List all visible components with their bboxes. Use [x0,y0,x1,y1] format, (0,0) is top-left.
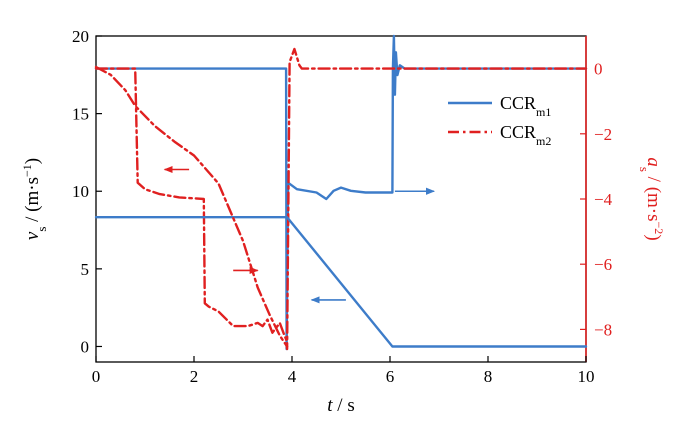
x-tick-label-10: 10 [578,367,595,386]
x-tick-label-0: 0 [92,367,101,386]
right-y-tick-label-4: −8 [594,320,612,339]
legend: CCRm1 CCRm2 [448,93,551,148]
right-y-tick-label-0: 0 [594,60,603,79]
right-y-tick-label-2: −4 [594,190,613,209]
series-ccr-m1-a-s [94,34,588,351]
left-y-tick-label-0: 0 [81,337,90,356]
plot-frame [95,35,587,363]
left-y-axis: 0 5 10 15 20 [72,27,102,356]
left-y-tick-label-15: 15 [72,105,89,124]
right-y-axis: 0 −2 −4 −6 −8 [580,60,613,339]
x-axis: 0 2 4 6 8 10 [92,356,595,386]
right-y-tick-label-3: −6 [594,255,612,274]
left-y-tick-label-20: 20 [72,27,89,46]
x-tick-label-8: 8 [484,367,493,386]
series-ccr-m2-a-s [94,47,588,351]
legend-label-ccr-m2: CCRm2 [500,122,551,148]
right-y-axis-title: as / (m·s−2) [638,157,667,240]
x-axis-title: t / s [327,395,354,416]
series-layer [94,34,588,351]
x-tick-label-2: 2 [190,367,199,386]
right-y-tick-label-1: −2 [594,125,612,144]
series-ccr-m1-v-s [94,215,588,348]
left-y-tick-label-5: 5 [81,260,90,279]
left-y-axis-title: vs / (m·s−1) [20,158,49,240]
annotation-layer [163,165,436,304]
x-tick-label-6: 6 [386,367,395,386]
left-y-tick-label-10: 10 [72,182,89,201]
series-ccr-m2-v-s [94,65,289,348]
x-tick-label-4: 4 [288,367,297,386]
legend-label-ccr-m1: CCRm1 [500,93,551,119]
